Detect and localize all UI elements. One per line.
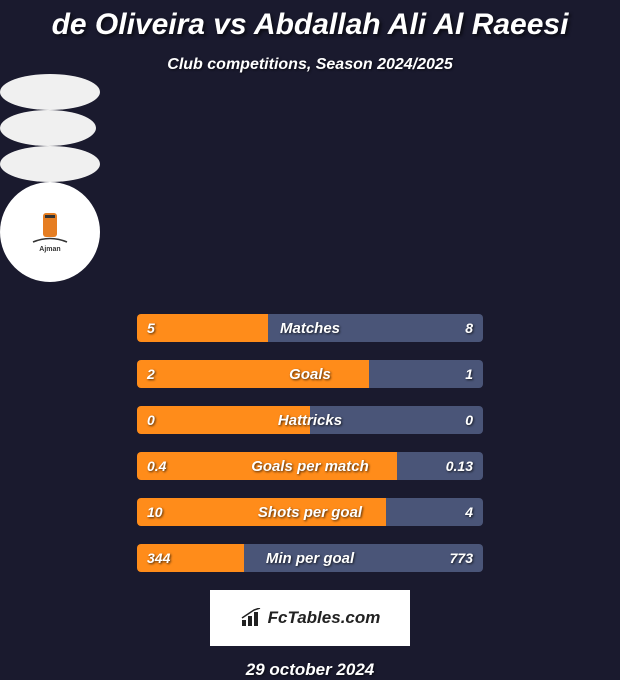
stat-right-bar: 1 [369,360,483,388]
ajman-club-logo: Ajman [15,197,85,267]
stat-right-value: 0 [455,412,483,428]
stat-right-value: 0.13 [436,458,483,474]
stat-left-value: 0.4 [137,458,176,474]
stat-row: 21Goals [137,360,483,388]
stat-right-bar: 8 [268,314,483,342]
stat-right-bar: 0 [310,406,483,434]
snapshot-date: 29 october 2024 [0,660,620,680]
fctables-logo-box: FcTables.com [210,590,410,646]
stat-row: 0.40.13Goals per match [137,452,483,480]
stat-right-bar: 0.13 [397,452,484,480]
stats-comparison-list: 58Matches21Goals00Hattricks0.40.13Goals … [137,314,483,572]
stat-left-value: 344 [137,550,180,566]
stat-row: 104Shots per goal [137,498,483,526]
stat-right-value: 8 [455,320,483,336]
stat-left-value: 0 [137,412,165,428]
stat-left-bar: 0 [137,406,310,434]
stat-right-value: 773 [440,550,483,566]
stat-left-value: 5 [137,320,165,336]
stat-left-bar: 10 [137,498,386,526]
comparison-title: de Oliveira vs Abdallah Ali Al Raeesi [0,0,620,42]
stat-right-value: 4 [455,504,483,520]
stat-left-value: 2 [137,366,165,382]
stat-right-bar: 4 [386,498,483,526]
stat-right-bar: 773 [244,544,483,572]
svg-text:Ajman: Ajman [39,246,60,253]
stat-left-value: 10 [137,504,173,520]
stat-row: 00Hattricks [137,406,483,434]
fctables-chart-icon [240,608,264,628]
player-left-badge-2 [0,110,96,146]
player-right-badge-1 [0,146,100,182]
stat-left-bar: 0.4 [137,452,397,480]
stat-right-value: 1 [455,366,483,382]
stat-row: 344773Min per goal [137,544,483,572]
stat-row: 58Matches [137,314,483,342]
fctables-logo-text: FcTables.com [268,608,381,628]
comparison-subtitle: Club competitions, Season 2024/2025 [0,56,620,74]
stat-left-bar: 5 [137,314,268,342]
stat-left-bar: 344 [137,544,244,572]
player-left-badge-1 [0,74,100,110]
player-right-club-badge: Ajman [0,182,100,282]
stat-left-bar: 2 [137,360,369,388]
